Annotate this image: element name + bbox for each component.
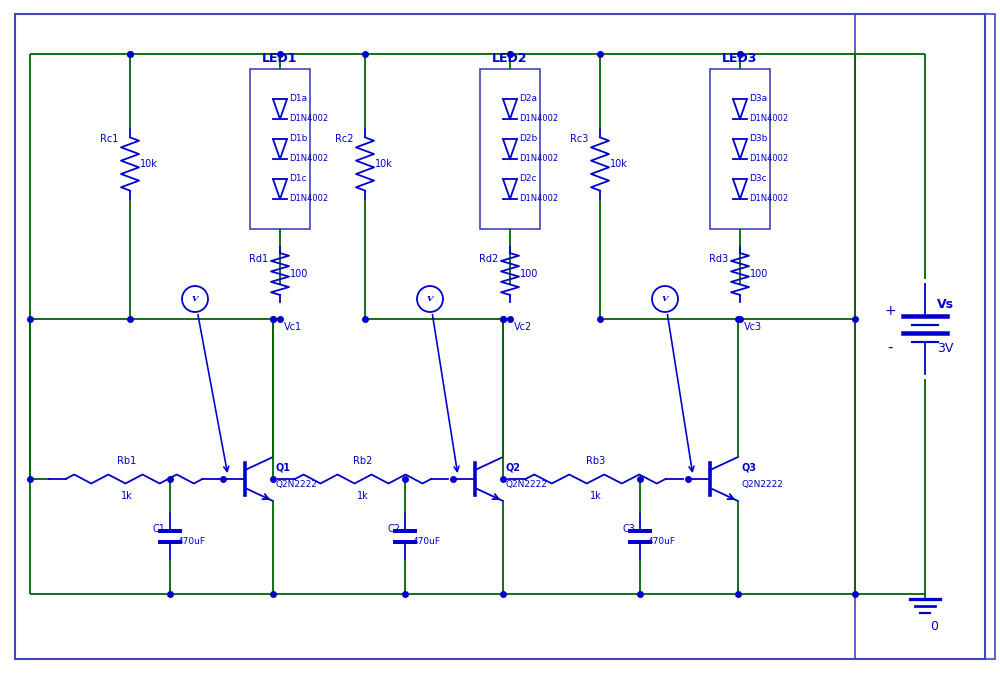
Text: D2a: D2a: [519, 94, 537, 103]
Text: 1k: 1k: [357, 491, 369, 501]
Text: D1N4002: D1N4002: [519, 154, 558, 163]
Text: D1N4002: D1N4002: [289, 194, 328, 203]
Text: V: V: [427, 295, 433, 303]
Text: 100: 100: [290, 269, 308, 279]
Text: D1N4002: D1N4002: [519, 114, 558, 123]
Text: LED3: LED3: [722, 52, 758, 65]
Text: 470uF: 470uF: [413, 537, 441, 546]
Text: D1N4002: D1N4002: [749, 114, 788, 123]
Text: LED1: LED1: [262, 52, 298, 65]
Text: Rd3: Rd3: [709, 254, 728, 264]
Text: 100: 100: [520, 269, 538, 279]
Text: 10k: 10k: [375, 159, 393, 169]
Text: Q2N2222: Q2N2222: [506, 479, 548, 489]
Text: D3a: D3a: [749, 94, 767, 103]
Text: Vc2: Vc2: [514, 322, 532, 332]
Text: 10k: 10k: [140, 159, 158, 169]
Text: D1N4002: D1N4002: [749, 194, 788, 203]
Text: D3b: D3b: [749, 134, 767, 143]
Bar: [710, 69, 770, 229]
Text: V: V: [662, 295, 668, 303]
Bar: [250, 69, 310, 229]
Text: Q3: Q3: [741, 462, 756, 472]
Text: Rb1: Rb1: [117, 456, 136, 466]
Text: D1N4002: D1N4002: [289, 114, 328, 123]
Text: LED2: LED2: [492, 52, 528, 65]
Text: +: +: [884, 304, 896, 318]
Text: D2b: D2b: [519, 134, 537, 143]
Text: D1N4002: D1N4002: [749, 154, 788, 163]
Text: V: V: [192, 295, 198, 303]
Text: D3c: D3c: [749, 174, 767, 183]
Text: Vc3: Vc3: [744, 322, 762, 332]
Text: Rb2: Rb2: [353, 456, 373, 466]
Text: -: -: [887, 340, 893, 355]
Bar: [855, 14, 995, 659]
Text: 10k: 10k: [610, 159, 628, 169]
Text: Rb3: Rb3: [586, 456, 605, 466]
Text: Rc1: Rc1: [100, 134, 118, 144]
Text: C3: C3: [622, 524, 635, 534]
Text: D1c: D1c: [289, 174, 307, 183]
Text: Rc3: Rc3: [570, 134, 588, 144]
Text: D2c: D2c: [519, 174, 536, 183]
Text: C2: C2: [387, 524, 400, 534]
Text: D1N4002: D1N4002: [519, 194, 558, 203]
Text: 3V: 3V: [937, 342, 953, 355]
Text: 100: 100: [750, 269, 768, 279]
Text: D1N4002: D1N4002: [289, 154, 328, 163]
Text: 1k: 1k: [590, 491, 601, 501]
Text: Vs: Vs: [937, 297, 954, 311]
Text: 1k: 1k: [121, 491, 132, 501]
Text: 0: 0: [930, 619, 938, 632]
Text: Q2N2222: Q2N2222: [276, 479, 318, 489]
Text: D1a: D1a: [289, 94, 307, 103]
Text: Q2N2222: Q2N2222: [741, 479, 783, 489]
Text: 470uF: 470uF: [648, 537, 676, 546]
Text: Rd2: Rd2: [479, 254, 498, 264]
Text: Vc1: Vc1: [284, 322, 302, 332]
Text: Rd1: Rd1: [249, 254, 268, 264]
Text: Rc2: Rc2: [334, 134, 353, 144]
Text: Q2: Q2: [506, 462, 521, 472]
Text: 470uF: 470uF: [178, 537, 206, 546]
Bar: [480, 69, 540, 229]
Text: C1: C1: [152, 524, 165, 534]
Text: Q1: Q1: [276, 462, 291, 472]
Text: D1b: D1b: [289, 134, 307, 143]
